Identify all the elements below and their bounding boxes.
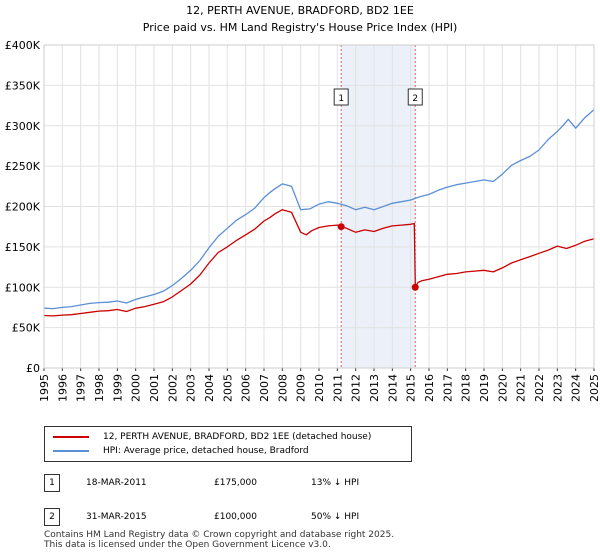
sale-date: 31-MAR-2015	[86, 512, 147, 522]
x-tick-label: 2024	[570, 374, 583, 402]
footer-line-1: Contains HM Land Registry data © Crown c…	[44, 530, 395, 540]
y-tick-label: £250K	[5, 160, 41, 173]
x-tick-label: 2014	[386, 374, 399, 402]
series-line-property	[43, 209, 595, 317]
y-tick-label: £300K	[5, 120, 41, 133]
legend-label-property: 12, PERTH AVENUE, BRADFORD, BD2 1EE (det…	[103, 432, 372, 442]
sale-marker-2: 2	[44, 508, 60, 526]
y-tick-label: £350K	[5, 79, 41, 92]
chart-subtitle: Price paid vs. HM Land Registry's House …	[143, 21, 458, 34]
x-tick-label: 2006	[240, 374, 253, 402]
x-tick-label: 2020	[496, 374, 509, 402]
chart-title: 12, PERTH AVENUE, BRADFORD, BD2 1EE	[186, 4, 414, 17]
legend-swatch-property	[53, 435, 89, 438]
legend-label-hpi: HPI: Average price, detached house, Brad…	[103, 446, 309, 456]
sale-hpi-diff: 13% ↓ HPI	[311, 478, 360, 488]
sale-point	[411, 283, 419, 291]
y-tick-label: £0	[26, 362, 40, 375]
x-tick-label: 2016	[423, 374, 436, 402]
x-tick-label: 2005	[221, 374, 234, 402]
x-tick-label: 2001	[148, 374, 161, 402]
x-tick-label: 2012	[350, 374, 363, 402]
x-tick-label: 1995	[38, 374, 51, 402]
x-tick-label: 2021	[515, 374, 528, 402]
x-tick-label: 2019	[478, 374, 491, 402]
x-tick-label: 2003	[185, 374, 198, 402]
x-tick-label: 2022	[533, 374, 546, 402]
legend-item-property: 12, PERTH AVENUE, BRADFORD, BD2 1EE (det…	[53, 430, 371, 444]
sale-label-box	[407, 88, 423, 106]
x-tick-label: 2011	[331, 374, 344, 402]
x-tick-label: 1997	[75, 374, 88, 402]
price-chart: 12, PERTH AVENUE, BRADFORD, BD2 1EE Price…	[5, 4, 600, 402]
x-tick-label: 2025	[588, 374, 600, 402]
x-tick-label: 2017	[441, 374, 454, 402]
legend-swatch-hpi	[53, 449, 89, 452]
sale-label: 2	[412, 94, 418, 104]
legend-item-hpi: HPI: Average price, detached house, Brad…	[53, 444, 309, 458]
x-tick-label: 2004	[203, 374, 216, 402]
x-tick-label: 1999	[111, 374, 124, 402]
x-tick-label: 2015	[405, 374, 418, 402]
x-tick-label: 2000	[130, 374, 143, 402]
attribution-footer: Contains HM Land Registry data © Crown c…	[44, 530, 394, 550]
x-tick-label: 2002	[166, 374, 179, 402]
y-tick-label: £150K	[5, 241, 41, 254]
x-tick-label: 2023	[551, 374, 564, 402]
sale-price: £175,000	[214, 478, 257, 488]
x-tick-label: 2010	[313, 374, 326, 402]
x-tick-label: 2013	[368, 374, 381, 402]
sale-price: £100,000	[214, 512, 257, 522]
x-tick-label: 2008	[276, 374, 289, 402]
sale-label: 1	[338, 94, 344, 104]
x-tick-label: 2018	[460, 374, 473, 402]
plot-border	[43, 44, 595, 369]
sale-marker-1: 1	[44, 474, 60, 492]
series-line-hpi	[43, 109, 595, 310]
y-tick-label: £100K	[5, 281, 41, 294]
sale-date: 18-MAR-2011	[86, 478, 147, 488]
x-tick-label: 2007	[258, 374, 271, 402]
sale-point	[337, 223, 345, 231]
y-tick-label: £400K	[5, 39, 41, 52]
sale-hpi-diff: 50% ↓ HPI	[311, 512, 360, 522]
y-tick-label: £50K	[12, 322, 41, 335]
footer-line-2: This data is licensed under the Open Gov…	[44, 540, 331, 550]
sale-label-box	[333, 88, 349, 106]
y-tick-label: £200K	[5, 201, 41, 214]
x-tick-label: 2009	[295, 374, 308, 402]
x-tick-label: 1996	[56, 374, 69, 402]
chart-legend: 12, PERTH AVENUE, BRADFORD, BD2 1EE (det…	[44, 426, 412, 462]
x-tick-label: 1998	[93, 374, 106, 402]
